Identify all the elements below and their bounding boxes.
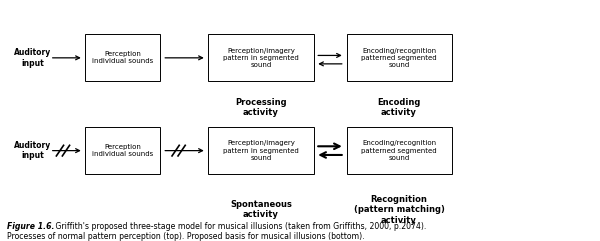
Text: Auditory
input: Auditory input: [14, 48, 52, 67]
Text: Encoding/recognition
patterned segmented
sound: Encoding/recognition patterned segmented…: [361, 140, 437, 161]
FancyBboxPatch shape: [347, 34, 452, 81]
Text: Auditory
input: Auditory input: [14, 141, 52, 160]
Text: Spontaneous
activity: Spontaneous activity: [230, 200, 292, 219]
Text: Perception/imagery
pattern in segmented
sound: Perception/imagery pattern in segmented …: [223, 140, 299, 161]
FancyBboxPatch shape: [85, 34, 160, 81]
Text: Perception
individual sounds: Perception individual sounds: [92, 51, 154, 64]
Text: Figure 1.6.: Figure 1.6.: [7, 221, 55, 231]
FancyBboxPatch shape: [347, 127, 452, 174]
Text: Griffith's proposed three-stage model for musical illusions (taken from Griffith: Griffith's proposed three-stage model fo…: [53, 221, 426, 231]
FancyBboxPatch shape: [209, 34, 314, 81]
FancyBboxPatch shape: [209, 127, 314, 174]
Text: Perception/imagery
pattern in segmented
sound: Perception/imagery pattern in segmented …: [223, 47, 299, 68]
Text: Encoding
activity: Encoding activity: [377, 98, 421, 117]
Text: Recognition
(pattern matching)
activity: Recognition (pattern matching) activity: [353, 195, 445, 225]
FancyBboxPatch shape: [85, 127, 160, 174]
Text: Perception
individual sounds: Perception individual sounds: [92, 144, 154, 157]
Text: Processing
activity: Processing activity: [235, 98, 287, 117]
Text: Processes of normal pattern perception (top). Proposed basis for musical illusio: Processes of normal pattern perception (…: [7, 232, 365, 241]
Text: Encoding/recognition
patterned segmented
sound: Encoding/recognition patterned segmented…: [361, 47, 437, 68]
